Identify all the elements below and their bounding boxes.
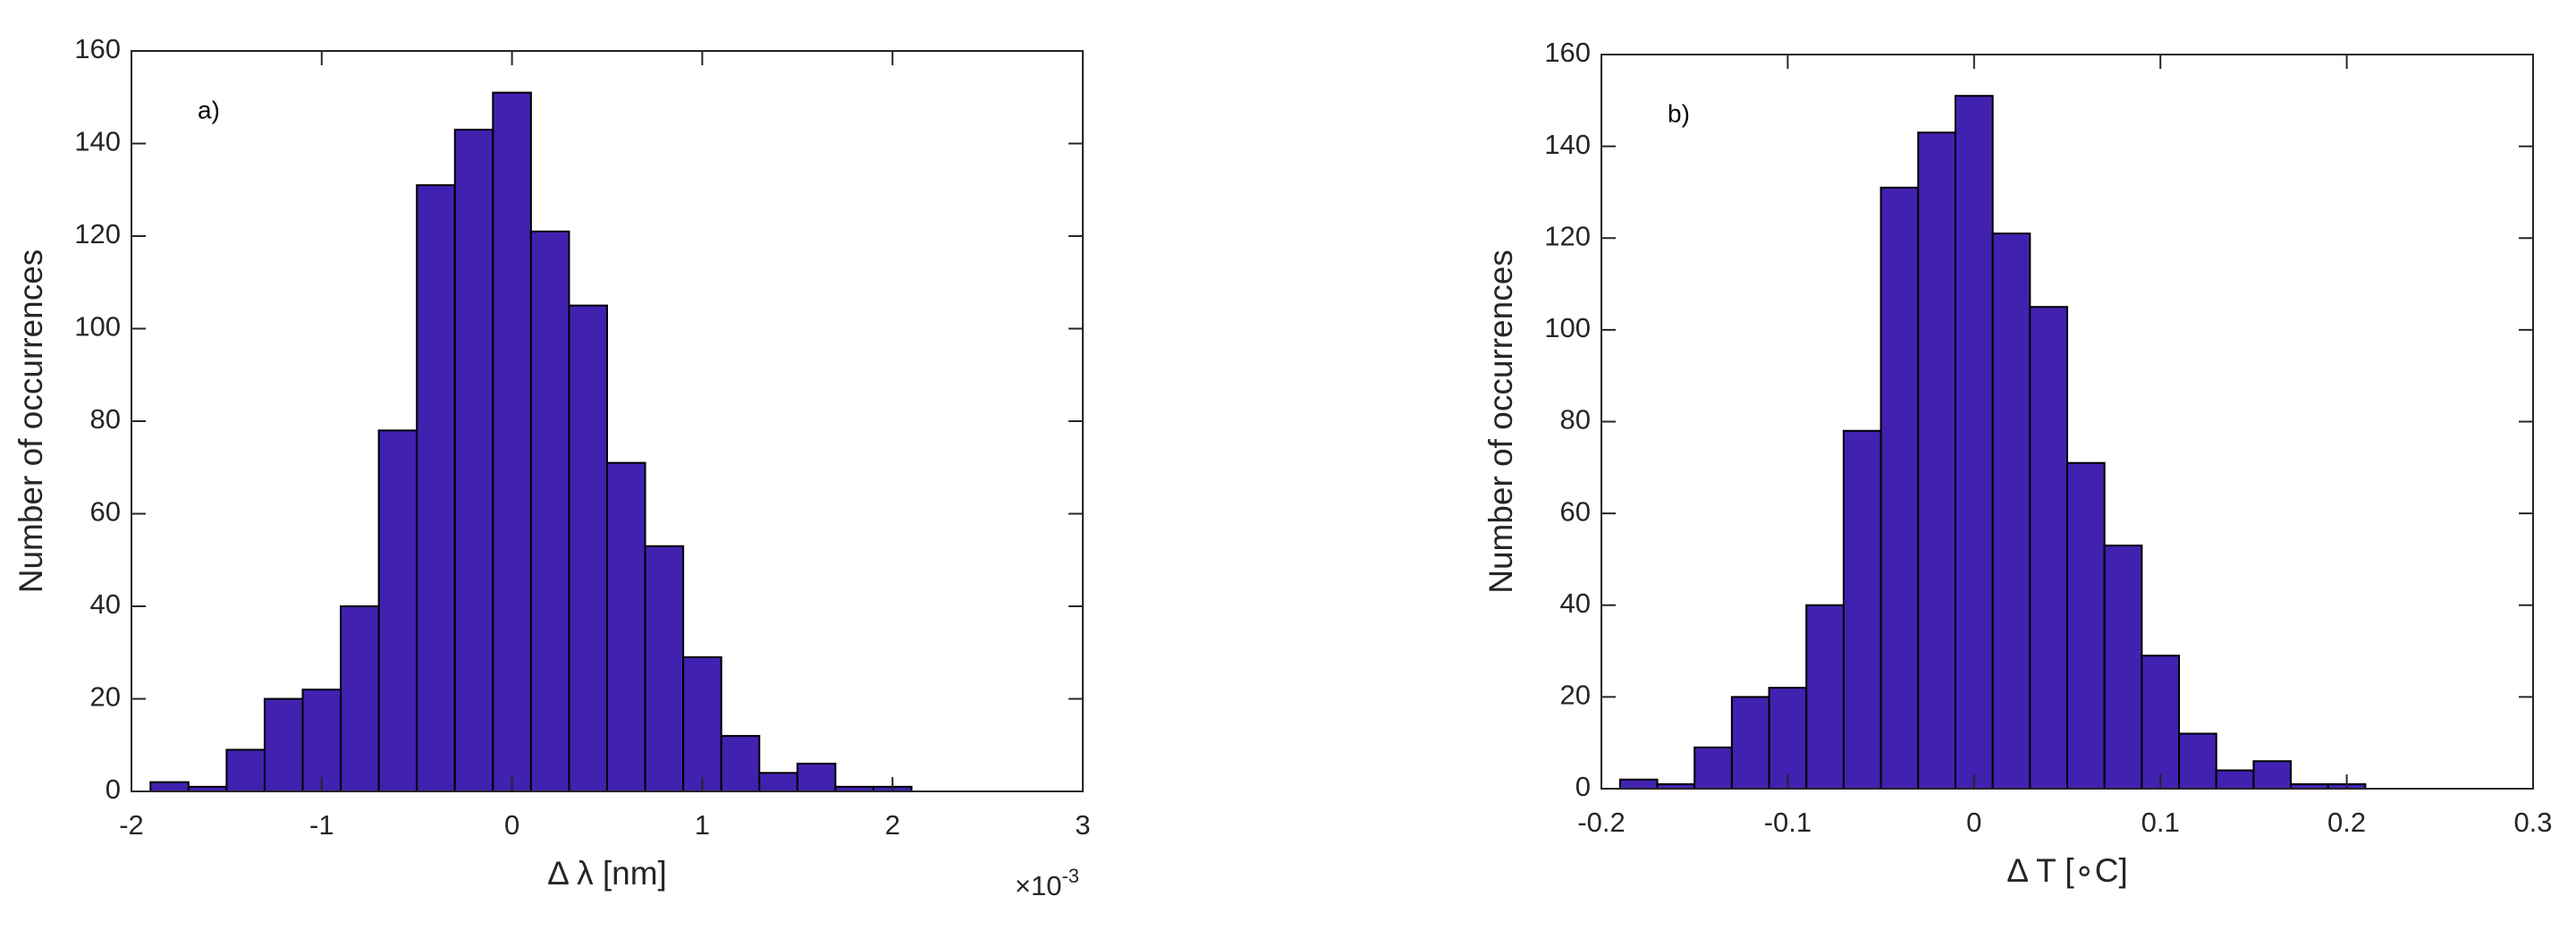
x-tick-label: -0.1: [1764, 807, 1812, 838]
bar: [720, 734, 761, 793]
bar: [453, 128, 494, 793]
x-axis-label: Δ T [∘C]: [2006, 852, 2128, 889]
x-tick-label: 1: [695, 809, 710, 841]
bar: [796, 762, 837, 793]
bar: [1991, 232, 2031, 790]
x-tick-label: -0.2: [1577, 807, 1625, 838]
y-tick-label: 160: [74, 33, 121, 64]
bar: [301, 689, 342, 793]
bar: [1954, 95, 1994, 790]
y-tick-label: 160: [1544, 37, 1591, 68]
bar: [1618, 778, 1659, 790]
bar: [758, 772, 798, 792]
bar: [263, 698, 304, 792]
bar: [416, 184, 456, 792]
bar: [606, 461, 646, 792]
bar: [2066, 461, 2106, 790]
exponent-power: -3: [1061, 865, 1079, 887]
x-tick-label: 0.3: [2513, 807, 2552, 838]
x-tick-label: 0.1: [2141, 807, 2180, 838]
y-tick-label: 60: [90, 496, 121, 528]
x-tick-label: -1: [309, 809, 334, 841]
y-tick-label: 40: [90, 588, 121, 620]
bar: [2103, 545, 2143, 790]
y-tick-label: 100: [74, 311, 121, 342]
y-axis-label: Number of occurrences: [13, 249, 49, 594]
bar: [568, 304, 609, 792]
bar: [1917, 131, 1956, 790]
x-axis-label: Δ λ [nm]: [547, 855, 667, 892]
panel-label: a): [198, 96, 220, 123]
bar: [340, 605, 380, 792]
y-axis-label: Number of occurrences: [1482, 249, 1519, 594]
y-tick-label: 60: [1560, 495, 1591, 527]
y-tick-label: 140: [74, 126, 121, 157]
y-tick-label: 140: [1544, 129, 1591, 160]
bar: [1730, 696, 1770, 790]
y-tick-label: 20: [1560, 680, 1591, 711]
panel-label: b): [1668, 99, 1690, 127]
bar: [225, 748, 266, 792]
bar: [1842, 429, 1882, 790]
bar: [1879, 186, 1920, 790]
x-tick-label: 0: [1966, 807, 1981, 838]
bar: [1768, 687, 1808, 790]
y-tick-label: 120: [74, 218, 121, 249]
bar: [2252, 760, 2293, 790]
bar: [149, 781, 190, 793]
y-tick-label: 120: [1544, 220, 1591, 251]
bar: [2215, 769, 2255, 790]
x-tick-label: -2: [119, 809, 144, 841]
y-tick-label: 0: [106, 774, 121, 805]
bar: [2178, 732, 2217, 790]
x-tick-label: 0: [504, 809, 519, 841]
x-tick-label: 3: [1075, 809, 1090, 841]
x-exponent: ×10-3: [1015, 865, 1079, 901]
bar: [2141, 655, 2181, 790]
bar: [1693, 746, 1733, 790]
y-tick-label: 40: [1560, 588, 1591, 619]
x-tick-label: 0.2: [2327, 807, 2366, 838]
bar: [682, 655, 722, 792]
bar: [2029, 306, 2069, 790]
bar: [492, 91, 532, 792]
bar: [377, 429, 418, 792]
x-tick-label: 2: [885, 809, 900, 841]
y-tick-label: 80: [1560, 404, 1591, 435]
y-tick-label: 20: [90, 681, 121, 713]
y-tick-label: 0: [1575, 771, 1591, 802]
bar: [1805, 604, 1845, 790]
exponent-base: ×10: [1015, 870, 1062, 901]
y-tick-label: 80: [90, 403, 121, 435]
y-tick-label: 100: [1544, 312, 1591, 343]
bar: [644, 545, 685, 792]
bar: [529, 230, 570, 792]
